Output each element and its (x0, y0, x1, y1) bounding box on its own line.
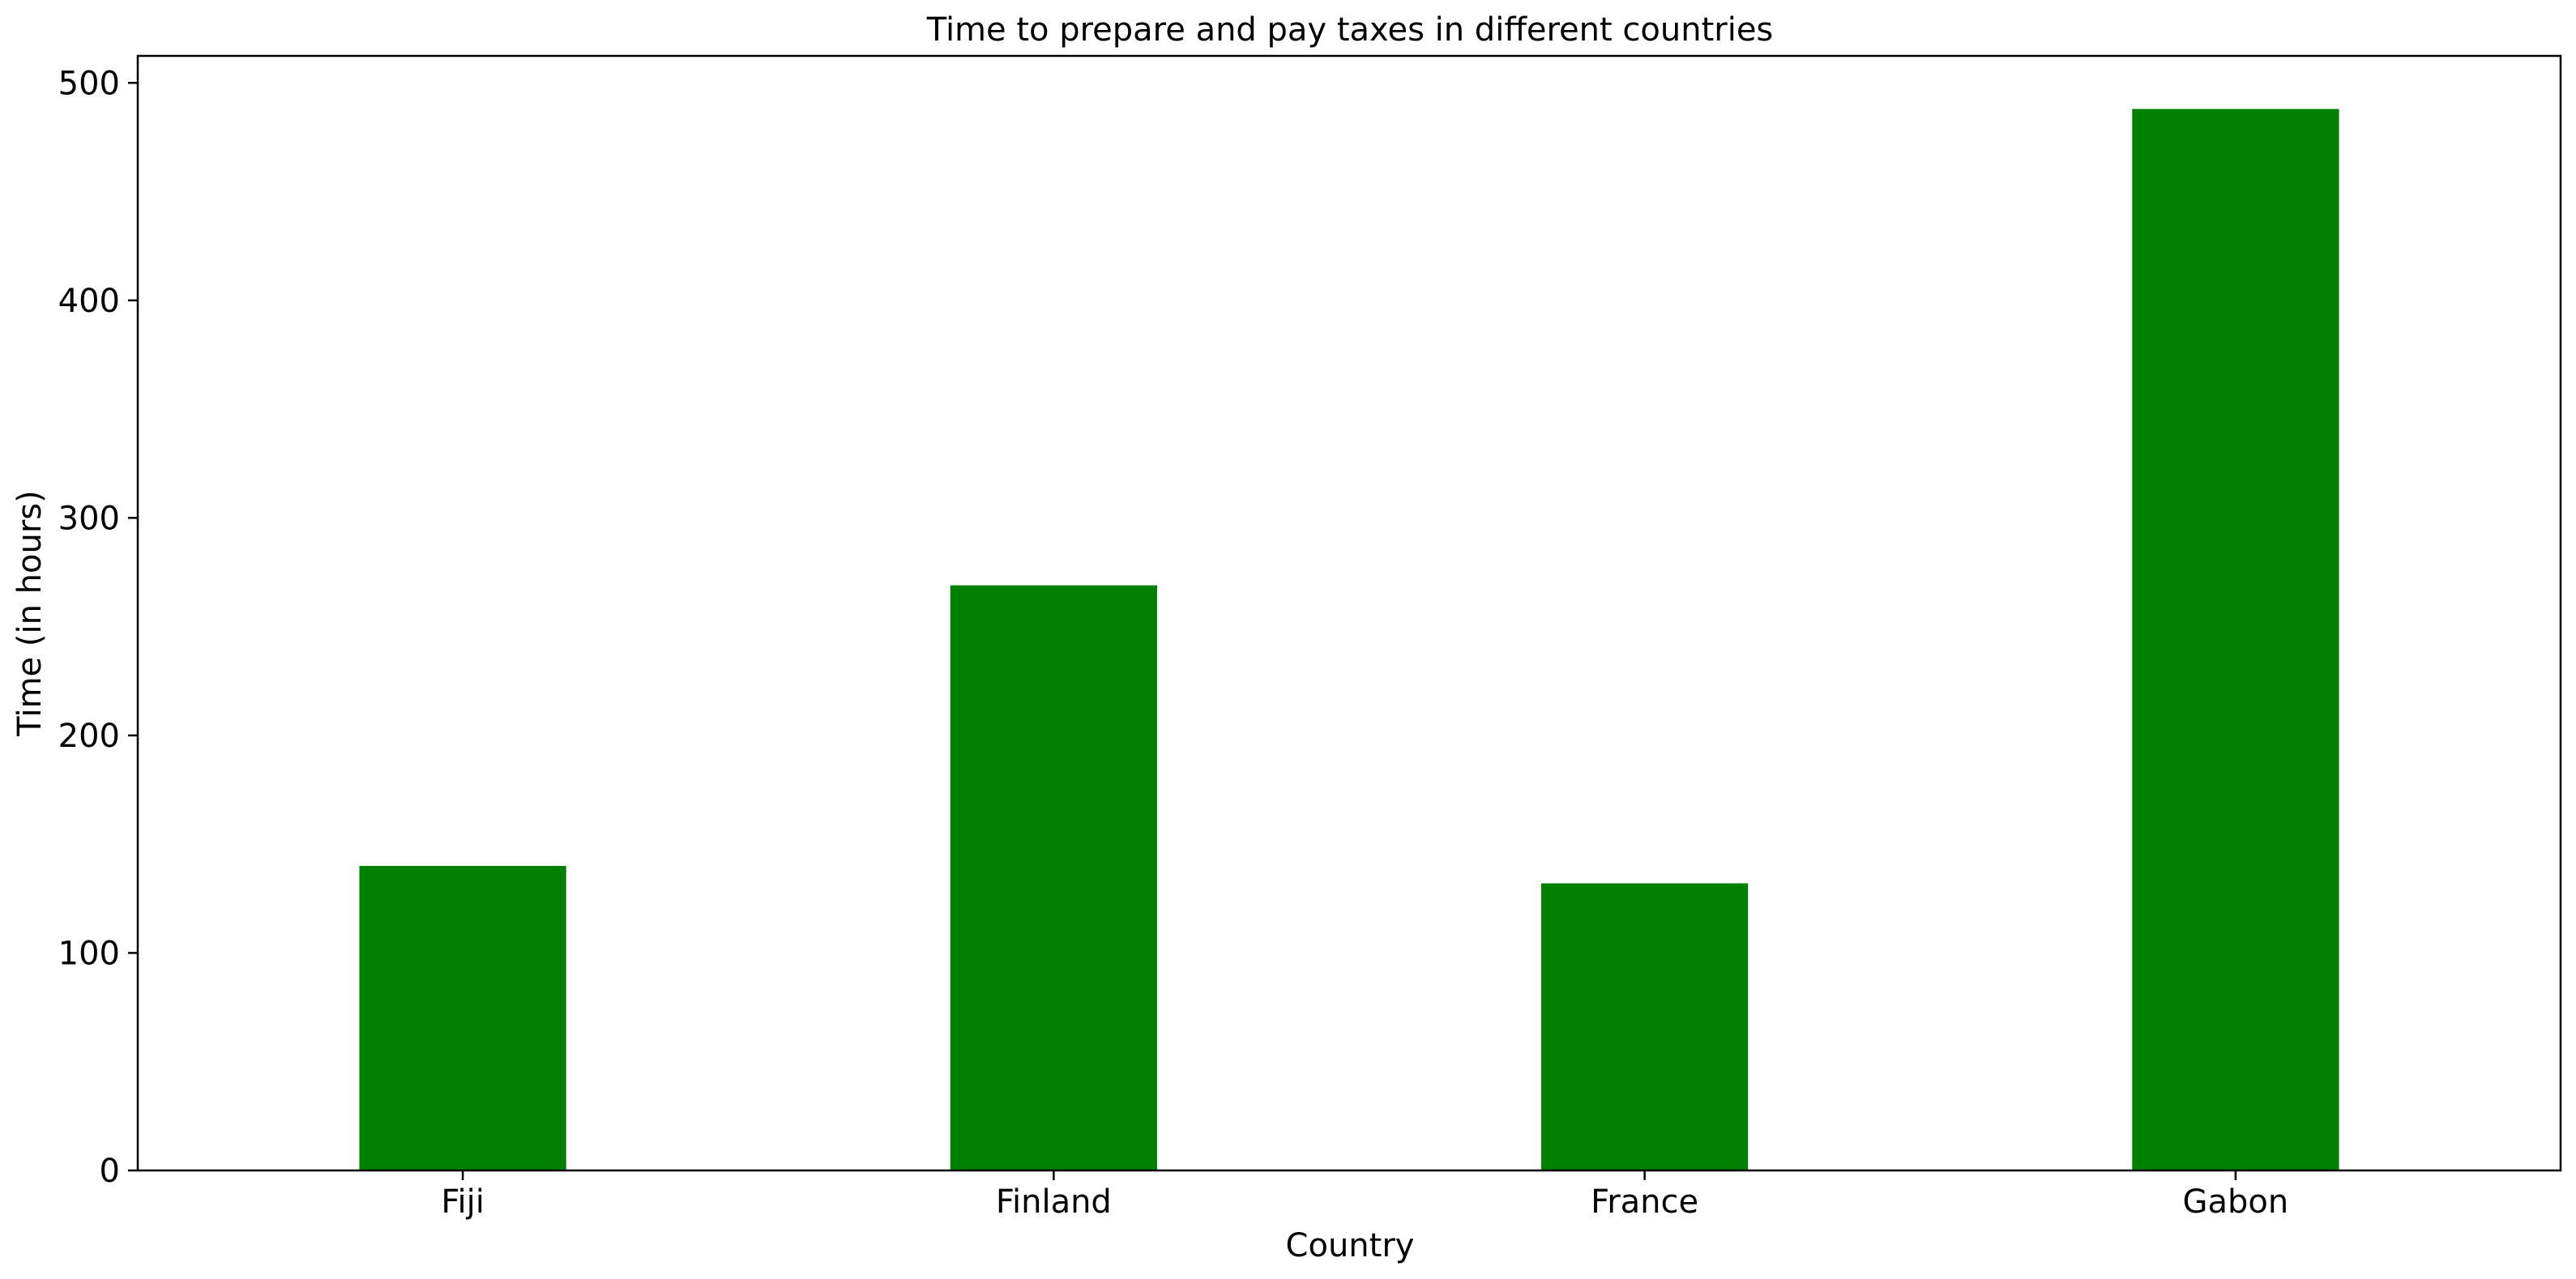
x-tick-label: Finland (996, 1183, 1112, 1221)
x-tick-label: Fiji (441, 1183, 484, 1221)
y-tick-label: 0 (100, 1153, 120, 1190)
bar-gabon (2132, 109, 2339, 1170)
y-tick-label: 200 (58, 718, 120, 755)
y-tick-label: 300 (58, 500, 120, 537)
y-axis-ticks: 0 100 200 300 400 500 (58, 65, 138, 1190)
bars-group (359, 109, 2339, 1170)
chart-title: Time to prepare and pay taxes in differe… (926, 11, 1774, 49)
y-tick-label: 400 (58, 283, 120, 320)
plot-frame (136, 54, 2562, 1172)
x-tick-label: Gabon (2183, 1183, 2289, 1221)
x-axis-label: Country (1286, 1227, 1415, 1264)
y-tick-label: 500 (58, 65, 120, 102)
x-axis-ticks: Fiji Finland France Gabon (441, 1170, 2288, 1221)
bar-finland (950, 585, 1157, 1170)
bar-fiji (359, 866, 566, 1170)
y-axis-label: Time (in hours) (11, 490, 49, 736)
x-tick-label: France (1591, 1183, 1698, 1221)
y-tick-label: 100 (58, 935, 120, 972)
bar-france (1541, 883, 1749, 1170)
